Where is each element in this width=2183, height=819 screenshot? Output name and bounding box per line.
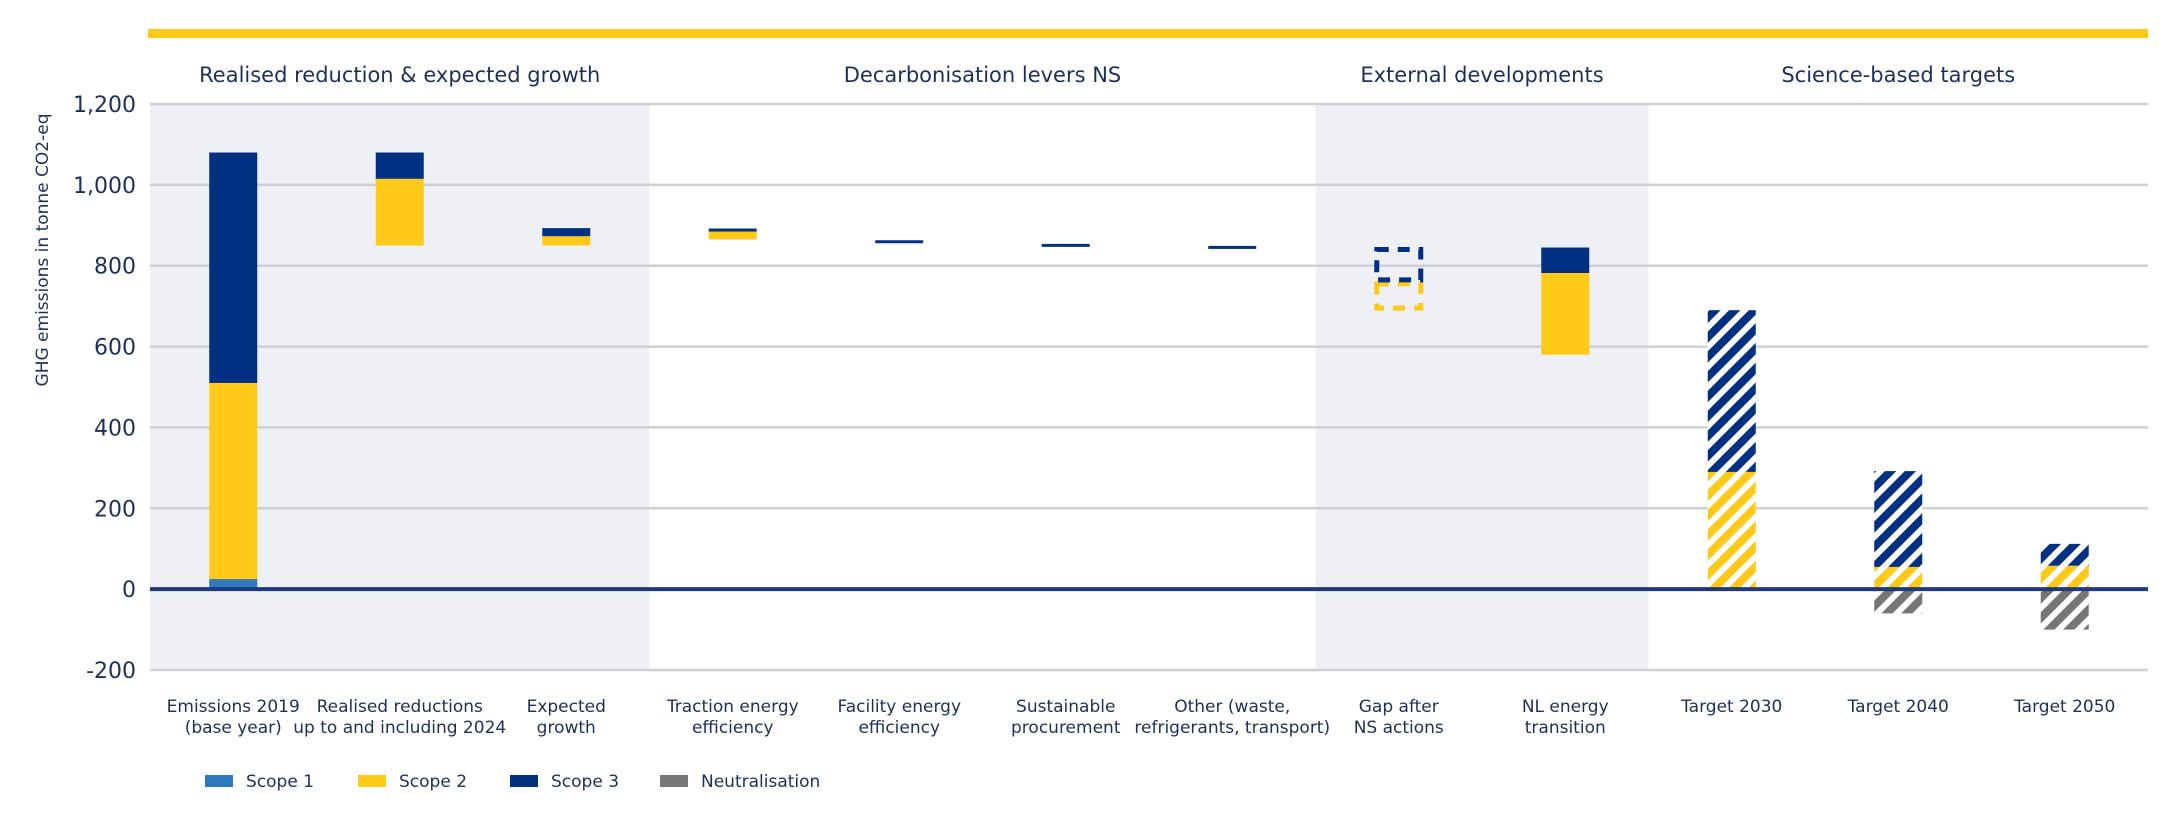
bar-1-scope3-segment [375, 152, 424, 179]
group-label-3: Science-based targets [1781, 63, 2015, 87]
bar-9-scope2-segment [1707, 471, 1756, 590]
legend-swatch-scope1 [205, 775, 233, 787]
group-label-1: Decarbonisation levers NS [844, 63, 1122, 87]
bar-3-scope2-segment [708, 231, 757, 240]
y-tick-label-3: 400 [94, 416, 136, 441]
bar-7-scope3-segment [1374, 247, 1424, 283]
legend-label-scope2: Scope 2 [399, 772, 467, 792]
category-label-8: NL energy transition [1522, 697, 1609, 738]
y-tick-label-2: 200 [94, 497, 136, 522]
bar-5-scope3-segment [1041, 243, 1090, 247]
category-label-3: Traction energy efficiency [666, 697, 799, 738]
category-label-11: Target 2050 [2013, 697, 2115, 717]
group-band-2 [1315, 104, 1649, 670]
y-tick-label-1: 0 [122, 578, 136, 603]
bar-11-scope2-segment [2040, 565, 2089, 590]
y-tick-label-7: 1,200 [73, 93, 136, 118]
y-axis-label: GHG emissions in tonne CO2-eq [33, 114, 53, 387]
category-label-9: Target 2030 [1680, 697, 1782, 717]
top-accent-bar [148, 29, 2148, 38]
bar-10-scope3-segment [1874, 471, 1923, 567]
category-label-10: Target 2040 [1847, 697, 1949, 717]
bar-7-scope2-segment [1374, 281, 1424, 311]
bar-2-scope3-segment [542, 228, 591, 237]
category-label-6: Other (waste, refrigerants, transport) [1134, 697, 1330, 738]
bar-10-neutralisation-segment [1874, 589, 1923, 614]
bar-8-scope2-segment [1541, 272, 1590, 355]
legend-label-scope3: Scope 3 [551, 772, 619, 792]
bar-10-scope2-segment [1874, 566, 1923, 590]
bar-9-scope3-segment [1707, 310, 1756, 472]
bar-0-scope2-segment [209, 382, 258, 580]
bar-2-scope2-segment [542, 236, 591, 246]
category-label-7: Gap after NS actions [1354, 697, 1444, 738]
legend-swatch-scope2 [358, 775, 386, 787]
bar-4-scope3-segment [875, 240, 924, 244]
y-tick-label-4: 600 [94, 336, 136, 361]
y-tick-label-6: 1,000 [73, 174, 136, 199]
legend-swatch-scope3 [510, 775, 538, 787]
category-label-0: Emissions 2019 (base year) [167, 697, 300, 738]
bar-0-scope1-segment [209, 579, 258, 590]
category-label-5: Sustainable procurement [1011, 697, 1121, 738]
bar-8-scope3-segment [1541, 247, 1590, 273]
legend-label-neutralisation: Neutralisation [701, 772, 820, 792]
bar-11-scope3-segment [2040, 543, 2089, 566]
bar-0-scope3-segment [209, 152, 258, 383]
bar-3-scope3-segment [708, 228, 757, 232]
group-label-0: Realised reduction & expected growth [199, 63, 600, 87]
legend-label-scope1: Scope 1 [246, 772, 314, 792]
y-tick-label-5: 800 [94, 255, 136, 280]
bar-11-neutralisation-segment [2040, 589, 2089, 630]
category-label-2: Expected growth [527, 697, 606, 738]
bar-6-scope3-segment [1208, 245, 1257, 249]
bar-1-scope2-segment [375, 178, 424, 246]
category-label-4: Facility energy efficiency [837, 697, 961, 738]
legend-swatch-neutralisation [660, 775, 688, 787]
category-label-1: Realised reductions up to and including 2… [293, 697, 506, 738]
y-tick-label-0: -200 [86, 659, 136, 684]
group-label-2: External developments [1360, 63, 1603, 87]
